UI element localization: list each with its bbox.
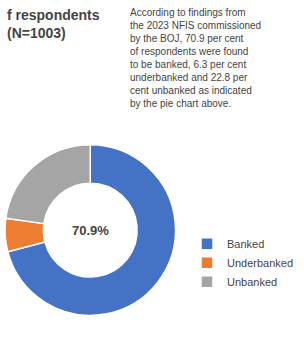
svg-text:Unbanked: Unbanked — [227, 276, 277, 288]
svg-text:f respondents(N=1003): f respondents(N=1003) — [7, 7, 100, 41]
svg-text:Underbanked: Underbanked — [227, 257, 293, 269]
svg-text:Banked: Banked — [227, 238, 264, 250]
svg-text:According to findings fromthe: According to findings fromthe 2023 NFIS … — [130, 7, 261, 109]
svg-text:70.9%: 70.9% — [72, 223, 109, 238]
